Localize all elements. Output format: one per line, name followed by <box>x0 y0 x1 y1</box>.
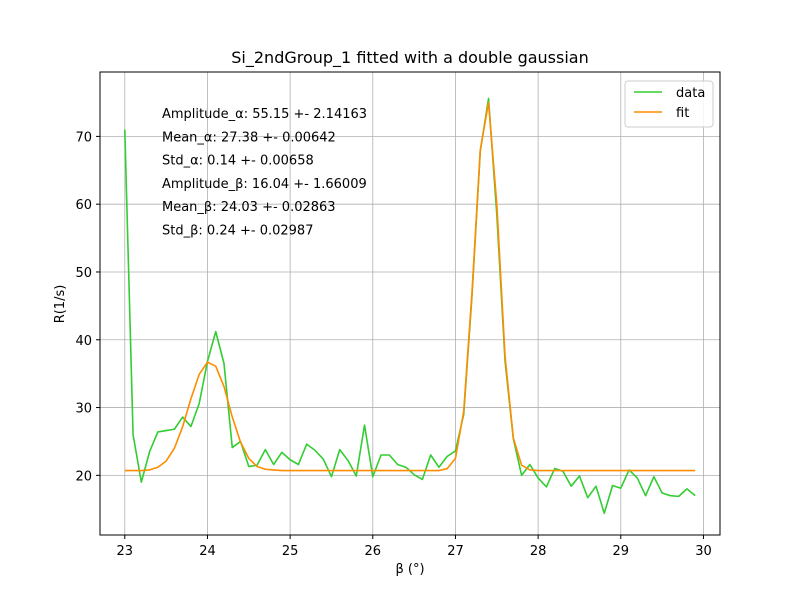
x-tick-label: 24 <box>199 544 216 559</box>
fit-annotation: Amplitude_β: 16.04 +- 1.66009 <box>162 177 367 192</box>
legend-label-fit: fit <box>676 106 689 121</box>
x-tick-label: 29 <box>613 544 630 559</box>
fit-annotation: Mean_β: 24.03 +- 0.02863 <box>162 200 336 215</box>
x-tick-label: 25 <box>282 544 299 559</box>
y-tick-label: 20 <box>75 469 92 484</box>
x-tick-label: 26 <box>365 544 382 559</box>
chart-title: Si_2ndGroup_1 fitted with a double gauss… <box>231 48 588 68</box>
legend-label-data: data <box>676 86 705 101</box>
y-tick-label: 50 <box>75 266 92 281</box>
fit-annotation: Mean_α: 27.38 +- 0.00642 <box>162 130 336 145</box>
legend: data fit <box>624 80 714 128</box>
y-tick-label: 60 <box>75 198 92 213</box>
fit-annotation: Std_α: 0.14 +- 0.00658 <box>162 154 314 169</box>
fit-annotation: Amplitude_α: 55.15 +- 2.14163 <box>162 107 367 122</box>
series-lines <box>124 97 696 515</box>
fit-annotations: Amplitude_α: 55.15 +- 2.14163 Mean_α: 27.… <box>162 107 367 239</box>
series-line-fit <box>124 101 696 472</box>
x-tick-label: 23 <box>117 544 134 559</box>
y-tick-label: 40 <box>75 334 92 349</box>
x-axis-label: β (°) <box>395 562 424 577</box>
y-tick-label: 70 <box>75 130 92 145</box>
fit-annotation: Std_β: 0.24 +- 0.02987 <box>162 224 313 239</box>
x-tick-label: 30 <box>695 544 712 559</box>
y-axis-label: R(1/s) <box>53 285 68 324</box>
x-tick-label: 27 <box>447 544 464 559</box>
plot-frame <box>99 71 721 536</box>
x-tick-label: 28 <box>530 544 547 559</box>
grid <box>100 72 720 535</box>
axis-ticks: 23 24 25 26 27 28 29 30 20 30 40 50 60 70 <box>75 130 711 559</box>
y-tick-label: 30 <box>75 402 92 417</box>
